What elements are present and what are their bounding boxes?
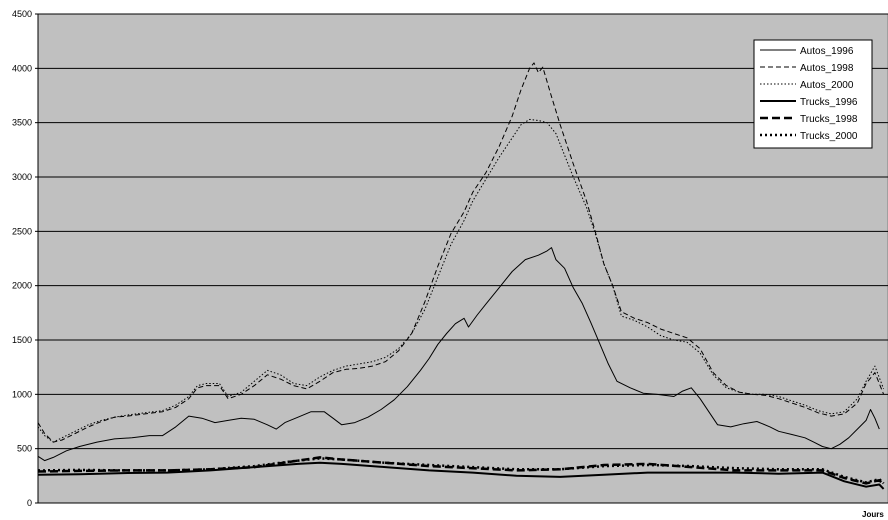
series-line-autos-1996 — [37, 247, 880, 462]
y-tick-label: 2500 — [12, 226, 32, 236]
y-tick-label: 1500 — [12, 335, 32, 345]
y-tick-label: 500 — [17, 444, 32, 454]
legend-box — [753, 39, 873, 149]
legend-label: Autos_1996 — [800, 46, 854, 57]
gridlines — [35, 13, 888, 504]
legend-label: Autos_2000 — [800, 80, 854, 91]
plot-area — [37, 13, 888, 504]
y-tick-label: 3500 — [12, 118, 32, 128]
series-line-trucks-1998 — [37, 456, 885, 486]
series-line-trucks-2000 — [37, 457, 885, 485]
legend-label: Trucks_2000 — [800, 131, 858, 142]
x-axis-label: Jours — [862, 510, 884, 519]
y-tick-label: 0 — [27, 498, 32, 508]
legend-label: Trucks_1996 — [800, 97, 858, 108]
series-lines — [37, 62, 885, 490]
series-line-trucks-1996 — [37, 461, 885, 490]
y-tick-label: 1000 — [12, 389, 32, 399]
y-axis-tick-labels: 0 500 1000 1500 2000 2500 3000 3500 4000 4500 — [12, 9, 32, 508]
y-tick-label: 3000 — [12, 172, 32, 182]
legend: Autos_1996 Autos_1998 Autos_2000 Trucks_199… — [753, 39, 873, 149]
series-line-autos-2000 — [37, 118, 885, 443]
y-tick-label: 4500 — [12, 9, 32, 19]
y-tick-label: 2000 — [12, 281, 32, 291]
y-tick-label: 4000 — [12, 63, 32, 73]
legend-label: Trucks_1998 — [800, 114, 858, 125]
legend-label: Autos_1998 — [800, 63, 854, 74]
